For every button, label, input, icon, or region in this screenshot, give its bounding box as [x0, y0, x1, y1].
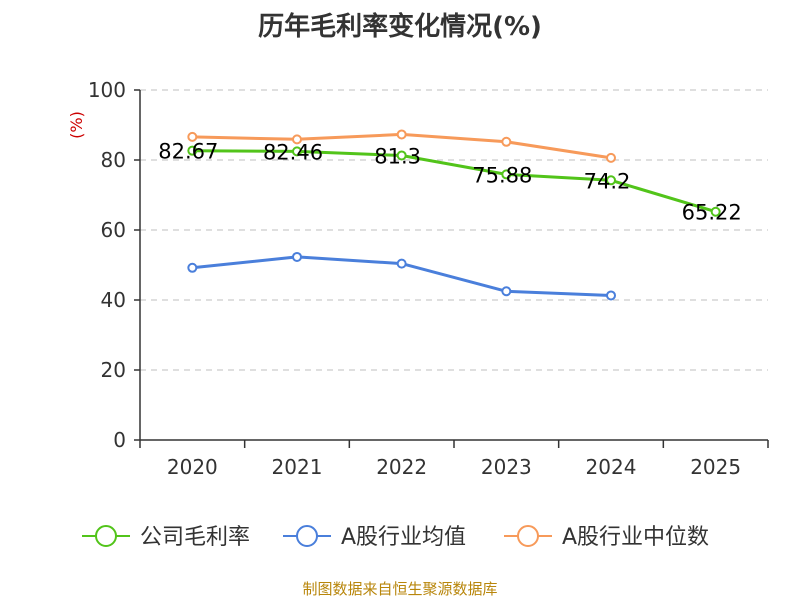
- legend-label: 公司毛利率: [140, 525, 250, 550]
- legend-item-2[interactable]: A股行业中位数: [504, 525, 709, 550]
- legend-marker: [296, 525, 318, 547]
- data-labels: 82.67 82.46 81.3 75.88 74.2 65.22: [158, 140, 741, 225]
- series-2-point-2023: [501, 136, 512, 147]
- series-1-point-2024: [606, 290, 616, 301]
- x-tick-label-2021: 2021: [272, 455, 323, 479]
- legend-marker: [517, 525, 539, 547]
- y-tick-label: 60: [101, 218, 126, 242]
- x-tick-label-2022: 2022: [376, 455, 427, 479]
- data-label-2025: 65.22: [682, 201, 742, 225]
- data-label-2021: 82.46: [263, 140, 323, 164]
- series-0-point-2024: [606, 175, 616, 186]
- series-0-point-2020: [187, 145, 198, 156]
- series-2-point-2022: [396, 129, 407, 140]
- series-0-point-2021: [292, 146, 302, 157]
- series-1-point-2020: [187, 262, 198, 273]
- series-2-point-2020: [187, 131, 198, 142]
- series-1-point-2023: [501, 286, 512, 297]
- series-0-point-2022: [396, 150, 407, 161]
- grid-lines: [140, 89, 768, 371]
- series-1-point-2022: [396, 258, 407, 269]
- series-2-point-2021: [292, 134, 302, 145]
- series-2-point-2024: [606, 152, 616, 163]
- legend-label: A股行业中位数: [562, 525, 709, 550]
- legend-item-1[interactable]: A股行业均值: [283, 525, 466, 550]
- data-label-2023: 75.88: [472, 163, 532, 187]
- legend-item-0[interactable]: 公司毛利率: [82, 525, 250, 550]
- legend-marker: [95, 525, 117, 547]
- legend-label: A股行业均值: [341, 525, 466, 550]
- x-tick-label-2025: 2025: [690, 455, 741, 479]
- series-1-point-2021: [292, 251, 302, 262]
- legend: 公司毛利率 A股行业均值 A股行业中位数: [82, 525, 709, 550]
- y-axis-unit-label: (%): [67, 111, 86, 139]
- series-0-point-2025: [710, 206, 721, 217]
- x-tick-label-2024: 2024: [586, 455, 637, 479]
- data-label-2024: 74.2: [584, 169, 631, 193]
- y-tick-label: 0: [113, 428, 126, 452]
- series-lines: [187, 129, 721, 301]
- y-tick-label: 100: [88, 78, 126, 102]
- y-tick-label: 40: [101, 288, 126, 312]
- data-label-2022: 81.3: [374, 144, 421, 168]
- axes: 0 20 40 60 80 100 2020 2021 2022 2023 2024 2025: [88, 78, 769, 479]
- y-tick-label: 20: [101, 358, 126, 382]
- x-tick-label-2020: 2020: [167, 455, 218, 479]
- series-line-0: [190, 149, 718, 214]
- data-label-2020: 82.67: [158, 140, 218, 164]
- source-note: 制图数据来自恒生聚源数据库: [302, 580, 497, 598]
- x-tick-label-2023: 2023: [481, 455, 532, 479]
- series-0-point-2023: [501, 169, 512, 180]
- chart-title: 历年毛利率变化情况(%): [258, 11, 542, 42]
- y-tick-label: 80: [101, 148, 126, 172]
